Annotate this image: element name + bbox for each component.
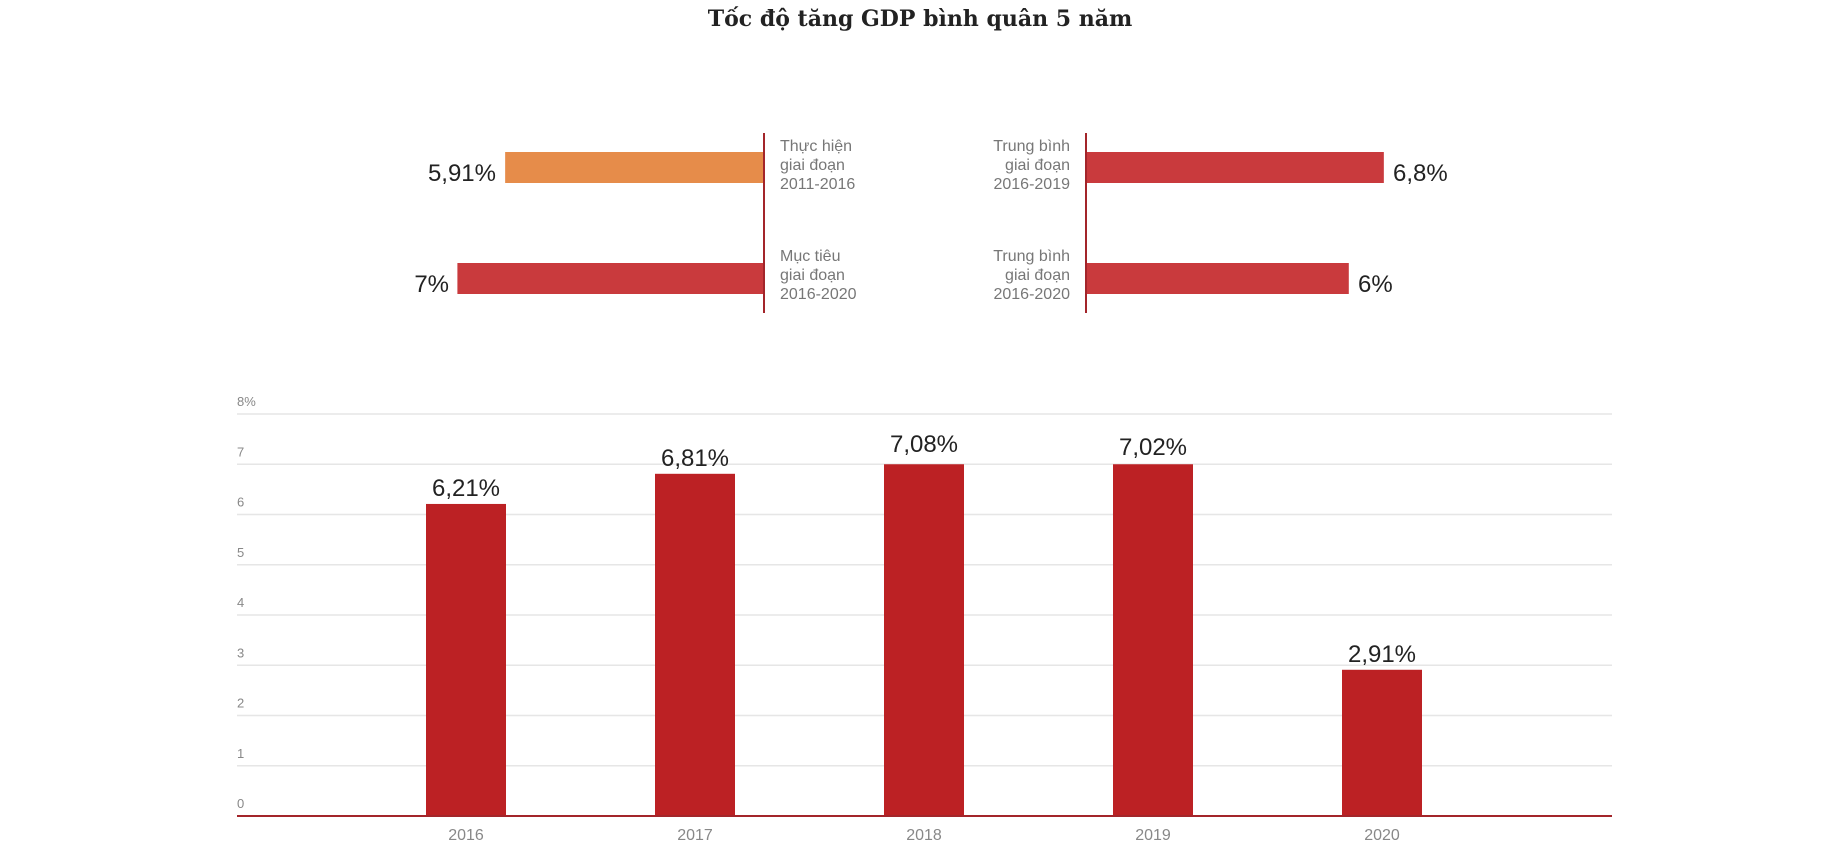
y-tick-label: 5: [237, 545, 244, 560]
comparison-bar-4: [1086, 263, 1349, 294]
comparison-value-4: 6%: [1358, 271, 1393, 298]
y-tick-label: 2: [237, 696, 244, 711]
comparison-label-3-line-3: 2016-2019: [993, 176, 1070, 193]
comparison-label-1-line-2: giai đoạn: [780, 157, 845, 174]
x-tick-label-2020: 2020: [1364, 827, 1400, 844]
comparison-label-2: Mục tiêu giai đoạn 2016-2020: [780, 247, 857, 304]
bar-2017: [655, 473, 735, 816]
comparison-label-2-line-3: 2016-2020: [780, 286, 857, 303]
bar-value-label-2020: 2,91%: [1348, 641, 1416, 668]
comparison-label-1-line-1: Thực hiện: [780, 138, 853, 155]
comparison-label-4-line-3: 2016-2020: [993, 286, 1070, 303]
y-tick-label: 6: [237, 495, 244, 510]
y-tick-label: 0: [237, 796, 244, 811]
comparison-value-3: 6,8%: [1393, 160, 1448, 187]
x-tick-label-2017: 2017: [677, 827, 713, 844]
bar-value-label-2019: 7,02%: [1119, 434, 1187, 461]
bar-2016: [426, 503, 506, 816]
comparison-label-1-line-3: 2011-2016: [780, 176, 856, 193]
bar-2020: [1342, 669, 1422, 816]
comparison-bar-1: [505, 152, 764, 183]
x-tick-label-2016: 2016: [448, 827, 484, 844]
y-tick-label: 1: [237, 746, 244, 761]
comparison-label-4-line-1: Trung bình: [993, 248, 1070, 265]
bars: 6,21% 6,81% 7,08% 7,02% 2,91%: [426, 431, 1422, 816]
comparison-bar-2: [457, 263, 764, 294]
comparison-label-3-line-1: Trung bình: [993, 138, 1070, 155]
y-tick-label: 7: [237, 444, 244, 459]
chart-title: Tốc độ tăng GDP bình quân 5 năm: [707, 6, 1133, 32]
comparison-label-2-line-1: Mục tiêu: [780, 248, 841, 265]
x-tick-label-2018: 2018: [906, 827, 942, 844]
comparison-bar-3: [1086, 152, 1384, 183]
x-tick-label-2019: 2019: [1135, 827, 1171, 844]
bar-2019: [1113, 464, 1193, 816]
comparison-label-2-line-2: giai đoạn: [780, 267, 845, 284]
y-tick-label: 8%: [237, 394, 256, 409]
comparison-label-1: Thực hiện giai đoạn 2011-2016: [780, 137, 855, 194]
comparison-label-4: Trung bình giai đoạn 2016-2020: [900, 247, 1070, 304]
comparison-label-3-line-2: giai đoạn: [1005, 157, 1070, 174]
comparison-label-3: Trung bình giai đoạn 2016-2019: [900, 137, 1070, 194]
comparison-label-4-line-2: giai đoạn: [1005, 267, 1070, 284]
bar-value-label-2018: 7,08%: [890, 431, 958, 458]
comparison-value-1: 5,91%: [427, 160, 496, 187]
y-tick-label: 4: [237, 595, 244, 610]
y-tick-label: 3: [237, 645, 244, 660]
y-axis-ticks: 0 1 2 3 4 5 6 7 8%: [237, 394, 256, 811]
bar-value-label-2016: 6,21%: [432, 475, 500, 502]
comparison-value-2: 7%: [414, 271, 449, 298]
x-axis-ticks: 2016 2017 2018 2019 2020: [448, 827, 1400, 844]
bar-value-label-2017: 6,81%: [661, 445, 729, 472]
bar-2018: [884, 464, 964, 816]
